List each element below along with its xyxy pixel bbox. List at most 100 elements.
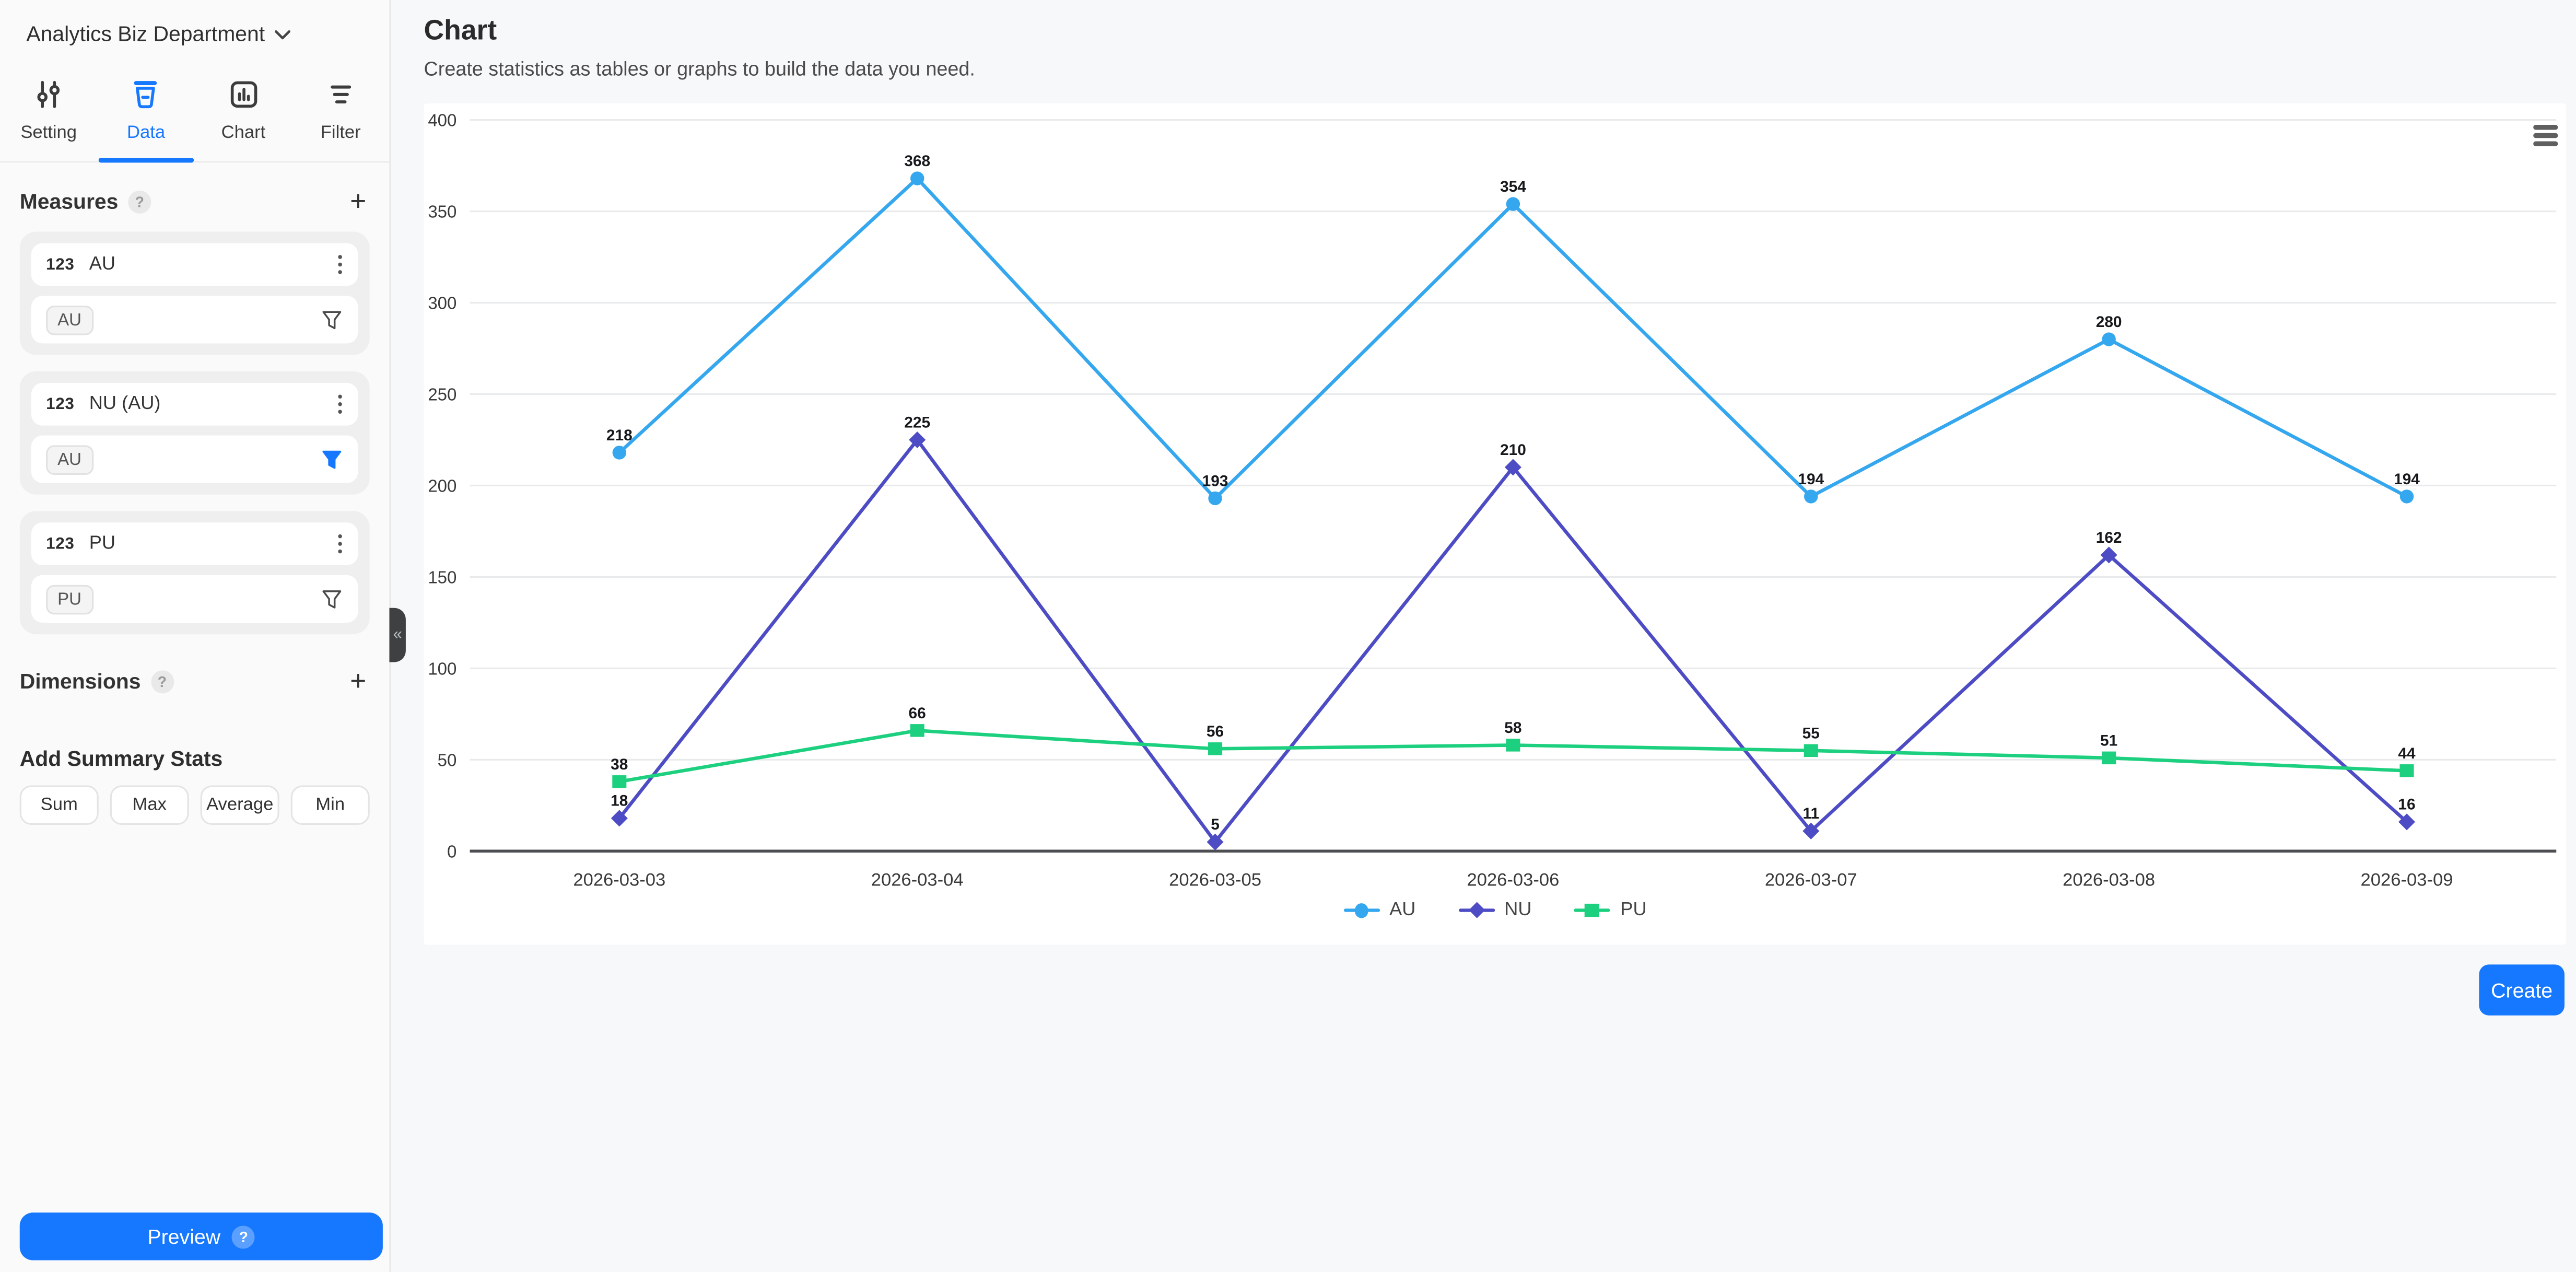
data-point bbox=[909, 431, 926, 448]
data-point bbox=[2102, 332, 2116, 346]
bar-chart-icon bbox=[230, 81, 257, 108]
help-icon: ? bbox=[232, 1224, 255, 1248]
hamburger-icon[interactable] bbox=[2533, 125, 2558, 146]
chevron-down-icon bbox=[275, 30, 291, 40]
measure-field-row: AU bbox=[31, 435, 358, 483]
data-point bbox=[1208, 742, 1223, 755]
sidebar-collapse-handle[interactable]: « bbox=[389, 608, 406, 662]
y-tick-label: 400 bbox=[428, 111, 456, 130]
chevrons-left-icon: « bbox=[393, 626, 402, 644]
preview-button[interactable]: Preview ? bbox=[19, 1212, 383, 1261]
field-chip[interactable]: AU bbox=[46, 305, 93, 335]
measure-type-badge: 123 bbox=[46, 395, 75, 414]
measure-name: AU bbox=[89, 254, 116, 275]
data-point bbox=[2102, 751, 2116, 765]
kebab-icon[interactable] bbox=[337, 253, 344, 276]
y-tick-label: 0 bbox=[447, 842, 456, 861]
workspace-name: Analytics Biz Department bbox=[26, 21, 265, 46]
tab-bar: Setting Data Chart bbox=[0, 56, 390, 163]
funnel-icon[interactable] bbox=[320, 587, 343, 610]
tab-setting[interactable]: Setting bbox=[0, 67, 97, 161]
summary-stats-title: Add Summary Stats bbox=[19, 746, 223, 771]
measures-header: Measures ? + bbox=[0, 188, 389, 215]
funnel-icon[interactable] bbox=[320, 308, 343, 331]
x-tick-label: 2026-03-03 bbox=[573, 870, 665, 890]
y-tick-label: 300 bbox=[428, 293, 456, 312]
tab-label: Chart bbox=[221, 123, 266, 143]
data-label: 16 bbox=[2398, 796, 2415, 813]
legend-label: PU bbox=[1620, 900, 1647, 920]
y-tick-label: 150 bbox=[428, 567, 456, 587]
database-icon bbox=[134, 81, 158, 109]
kebab-icon[interactable] bbox=[337, 393, 344, 416]
x-tick-label: 2026-03-09 bbox=[2361, 870, 2453, 890]
y-tick-label: 100 bbox=[428, 659, 456, 678]
data-point bbox=[1506, 739, 1520, 752]
y-tick-label: 50 bbox=[438, 750, 457, 769]
workspace-selector[interactable]: Analytics Biz Department bbox=[0, 0, 389, 56]
measure-card: 123 PU PU bbox=[19, 511, 370, 635]
data-label: 55 bbox=[1802, 725, 1820, 742]
x-tick-label: 2026-03-08 bbox=[2063, 870, 2155, 890]
line-chart: 0 50 100 150 200 250 300 350 400 2026-03-03 2026-0… bbox=[428, 111, 2557, 890]
tab-chart[interactable]: Chart bbox=[195, 67, 292, 161]
data-label: 194 bbox=[1798, 471, 1824, 488]
help-icon: ? bbox=[150, 669, 174, 693]
x-tick-label: 2026-03-04 bbox=[871, 870, 964, 890]
data-label: 44 bbox=[2398, 745, 2416, 762]
tab-label: Data bbox=[126, 123, 166, 143]
add-dimension-button[interactable]: + bbox=[347, 667, 370, 695]
data-label: 51 bbox=[2100, 732, 2117, 749]
measure-row[interactable]: 123 AU bbox=[31, 243, 358, 286]
dimensions-title: Dimensions bbox=[19, 669, 141, 694]
data-point bbox=[612, 446, 627, 460]
x-tick-label: 2026-03-05 bbox=[1169, 870, 1261, 890]
data-point bbox=[2399, 489, 2414, 504]
data-point bbox=[2399, 764, 2414, 777]
sum-button[interactable]: Sum bbox=[19, 785, 99, 825]
legend-marker bbox=[1458, 902, 1495, 919]
data-label: 58 bbox=[1504, 719, 1521, 737]
data-point bbox=[910, 724, 924, 737]
measure-field-row: PU bbox=[31, 575, 358, 623]
data-label: 18 bbox=[611, 792, 628, 810]
legend-item-PU[interactable]: PU bbox=[1574, 900, 1647, 920]
data-label: 210 bbox=[1500, 441, 1526, 459]
tab-data[interactable]: Data bbox=[97, 67, 194, 161]
data-label: 38 bbox=[611, 756, 628, 773]
legend-item-NU[interactable]: NU bbox=[1458, 901, 1531, 920]
legend-item-AU[interactable]: AU bbox=[1343, 901, 1415, 920]
page-subtitle: Create statistics as tables or graphs to… bbox=[424, 57, 975, 81]
data-point bbox=[1804, 489, 1818, 504]
add-measure-button[interactable]: + bbox=[347, 188, 370, 215]
data-label: 56 bbox=[1207, 723, 1224, 740]
legend-label: NU bbox=[1504, 900, 1532, 920]
funnel-icon[interactable] bbox=[320, 448, 343, 471]
min-button[interactable]: Min bbox=[290, 785, 370, 825]
legend-marker bbox=[1343, 902, 1380, 918]
data-label: 11 bbox=[1802, 805, 1819, 822]
data-label: 354 bbox=[1500, 178, 1526, 195]
tab-filter[interactable]: Filter bbox=[292, 67, 389, 161]
main-content: Chart Create statistics as tables or gra… bbox=[392, 0, 2576, 1272]
series-line-NU bbox=[617, 438, 2409, 844]
field-chip[interactable]: PU bbox=[46, 584, 93, 614]
data-label: 218 bbox=[606, 427, 633, 444]
measure-type-badge: 123 bbox=[46, 255, 75, 274]
max-button[interactable]: Max bbox=[110, 785, 189, 825]
measure-name: NU (AU) bbox=[89, 394, 161, 414]
preview-label: Preview bbox=[147, 1224, 221, 1248]
average-button[interactable]: Average bbox=[200, 785, 279, 825]
kebab-icon[interactable] bbox=[337, 532, 344, 555]
measure-card: 123 NU (AU) AU bbox=[19, 371, 370, 495]
tab-label: Filter bbox=[320, 123, 361, 143]
measure-row[interactable]: 123 NU (AU) bbox=[31, 382, 358, 426]
measure-type-badge: 123 bbox=[46, 534, 75, 553]
create-button[interactable]: Create bbox=[2479, 964, 2565, 1016]
y-tick-label: 350 bbox=[428, 202, 456, 221]
measure-row[interactable]: 123 PU bbox=[31, 522, 358, 566]
data-label: 193 bbox=[1202, 472, 1228, 489]
data-label: 225 bbox=[904, 414, 930, 431]
field-chip[interactable]: AU bbox=[46, 444, 93, 474]
